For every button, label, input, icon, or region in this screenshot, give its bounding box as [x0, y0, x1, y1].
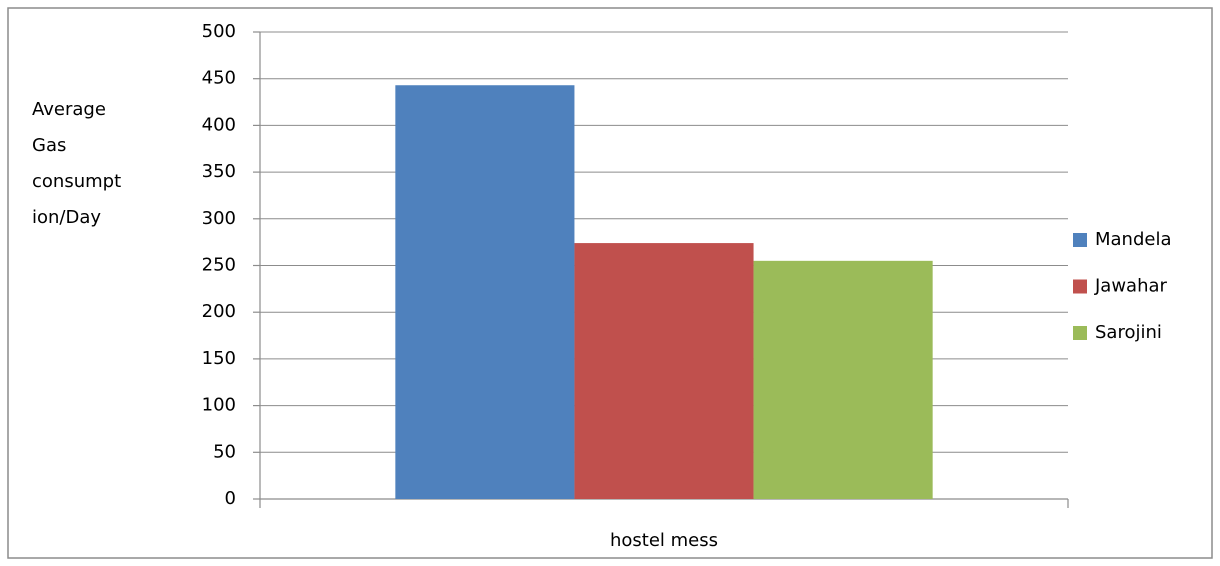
y-axis-label: consumpt: [32, 171, 121, 192]
legend-swatch: [1073, 233, 1087, 247]
legend-label: Jawahar: [1094, 276, 1168, 297]
bar: [395, 85, 575, 499]
legend-swatch: [1073, 326, 1087, 340]
y-tick-label: 500: [202, 21, 236, 42]
y-axis-label: ion/Day: [32, 207, 101, 228]
y-tick-label: 150: [202, 348, 236, 369]
y-tick-label: 0: [225, 488, 236, 509]
y-tick-label: 50: [213, 441, 236, 462]
y-tick-label: 100: [202, 395, 236, 416]
y-tick-label: 200: [202, 301, 236, 322]
bar: [574, 243, 754, 499]
y-tick-label: 450: [202, 68, 236, 89]
y-tick-label: 250: [202, 255, 236, 276]
y-tick-label: 300: [202, 208, 236, 229]
x-axis-label: hostel mess: [610, 530, 718, 551]
y-axis-label: Gas: [32, 135, 66, 156]
y-axis-label: Average: [32, 99, 106, 120]
legend-label: Sarojini: [1095, 322, 1162, 343]
y-tick-label: 350: [202, 161, 236, 182]
bar: [753, 260, 933, 499]
legend-swatch: [1073, 279, 1087, 294]
y-tick-label: 400: [202, 114, 236, 135]
legend-label: Mandela: [1095, 229, 1172, 250]
